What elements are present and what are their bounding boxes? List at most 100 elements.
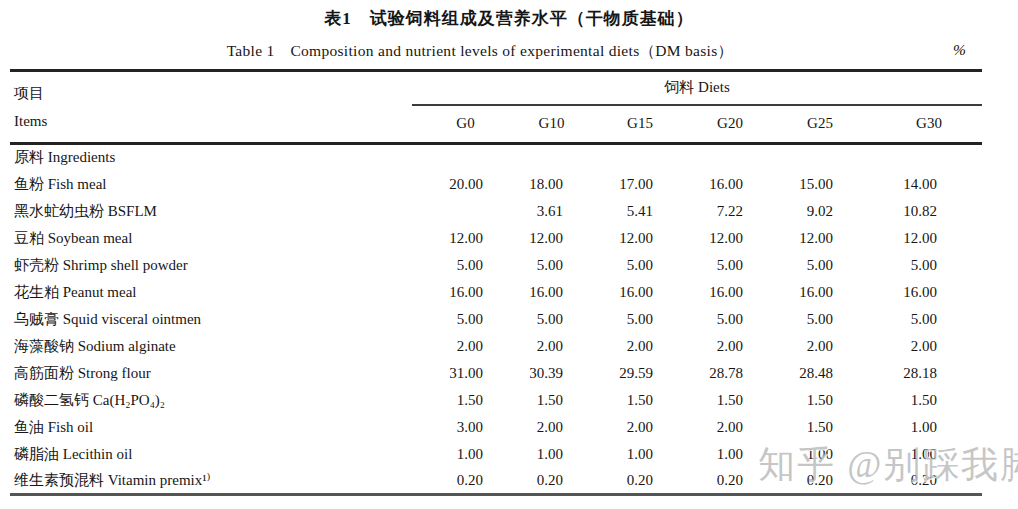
value-cell <box>584 144 674 171</box>
value-cell: 2.00 <box>854 333 982 360</box>
ingredient-label: 乌贼膏 Squid visceral ointmen <box>10 306 412 333</box>
value-cell: 20.00 <box>412 171 497 198</box>
ingredient-label: 黑水虻幼虫粉 BSFLM <box>10 198 412 225</box>
value-cell: 12.00 <box>584 225 674 252</box>
value-cell: 16.00 <box>674 279 764 306</box>
table-row: 豆粕 Soybean meal 12.00 12.00 12.00 12.00 … <box>10 225 982 252</box>
value-cell: 5.00 <box>674 252 764 279</box>
value-cell: 1.50 <box>674 387 764 414</box>
value-cell: 1.00 <box>674 441 764 468</box>
value-cell: 2.00 <box>674 333 764 360</box>
value-cell: 0.20 <box>674 468 764 495</box>
value-cell <box>497 144 584 171</box>
value-cell: 5.00 <box>764 306 854 333</box>
diet-column-header: G30 <box>854 105 982 144</box>
value-cell: 5.00 <box>497 306 584 333</box>
value-cell: 1.50 <box>497 387 584 414</box>
value-cell: 5.00 <box>674 306 764 333</box>
value-cell: 5.00 <box>854 306 982 333</box>
value-cell <box>412 144 497 171</box>
table-row: 虾壳粉 Shrimp shell powder 5.00 5.00 5.00 5… <box>10 252 982 279</box>
value-cell: 12.00 <box>854 225 982 252</box>
paper-page: 表1 试验饲料组成及营养水平（干物质基础） Table 1 Compositio… <box>0 0 1018 509</box>
value-cell: 14.00 <box>854 171 982 198</box>
ingredient-label: 维生素预混料 Vitamin premix¹⁾ <box>10 468 412 495</box>
value-cell: 5.00 <box>764 252 854 279</box>
value-cell: 12.00 <box>497 225 584 252</box>
value-cell <box>764 144 854 171</box>
value-cell: 0.20 <box>412 468 497 495</box>
ingredient-section-label: 原料 Ingredients <box>10 144 412 171</box>
value-cell: 0.20 <box>497 468 584 495</box>
value-cell: 1.50 <box>764 414 854 441</box>
table-row: 海藻酸钠 Sodium alginate 2.00 2.00 2.00 2.00… <box>10 333 982 360</box>
value-cell: 0.20 <box>584 468 674 495</box>
value-cell: 12.00 <box>412 225 497 252</box>
value-cell: 0.20 <box>854 468 982 495</box>
diet-column-header: G15 <box>584 105 674 144</box>
diet-column-header: G0 <box>412 105 497 144</box>
ingredient-label: 虾壳粉 Shrimp shell powder <box>10 252 412 279</box>
value-cell: 2.00 <box>497 414 584 441</box>
table-row: 维生素预混料 Vitamin premix¹⁾ 0.20 0.20 0.20 0… <box>10 468 982 495</box>
diet-column-header: G10 <box>497 105 584 144</box>
value-cell: 16.00 <box>764 279 854 306</box>
value-cell: 1.00 <box>854 414 982 441</box>
value-cell: 1.00 <box>412 441 497 468</box>
value-cell: 5.00 <box>412 252 497 279</box>
table-row: 高筋面粉 Strong flour 31.00 30.39 29.59 28.7… <box>10 360 982 387</box>
items-header: 项目 Items <box>10 71 412 144</box>
value-cell <box>854 144 982 171</box>
value-cell: 2.00 <box>497 333 584 360</box>
table-title-en: Table 1 Composition and nutrient levels … <box>0 41 960 62</box>
value-cell: 2.00 <box>584 414 674 441</box>
table-row: 磷酸二氢钙 Ca(H₂PO₄)₂ 1.50 1.50 1.50 1.50 1.5… <box>10 387 982 414</box>
value-cell: 1.50 <box>584 387 674 414</box>
header-row-group: 项目 Items 饲料 Diets <box>10 71 982 105</box>
table-row: 黑水虻幼虫粉 BSFLM 3.61 5.41 7.22 9.02 10.82 <box>10 198 982 225</box>
table-row: 鱼粉 Fish meal 20.00 18.00 17.00 16.00 15.… <box>10 171 982 198</box>
value-cell: 28.18 <box>854 360 982 387</box>
value-cell: 12.00 <box>674 225 764 252</box>
value-cell: 28.48 <box>764 360 854 387</box>
ingredient-label: 海藻酸钠 Sodium alginate <box>10 333 412 360</box>
value-cell: 1.00 <box>497 441 584 468</box>
ingredient-label: 鱼油 Fish oil <box>10 414 412 441</box>
value-cell: 17.00 <box>584 171 674 198</box>
value-cell: 2.00 <box>674 414 764 441</box>
value-cell: 16.00 <box>584 279 674 306</box>
value-cell: 31.00 <box>412 360 497 387</box>
table-row: 原料 Ingredients <box>10 144 982 171</box>
value-cell: 5.00 <box>497 252 584 279</box>
value-cell: 1.00 <box>854 441 982 468</box>
table-row: 乌贼膏 Squid visceral ointmen 5.00 5.00 5.0… <box>10 306 982 333</box>
value-cell: 5.00 <box>854 252 982 279</box>
value-cell: 29.59 <box>584 360 674 387</box>
value-cell: 16.00 <box>412 279 497 306</box>
diets-group-header: 饲料 Diets <box>412 71 982 105</box>
value-cell <box>412 198 497 225</box>
value-cell: 16.00 <box>497 279 584 306</box>
value-cell: 28.78 <box>674 360 764 387</box>
ingredient-label: 磷酸二氢钙 Ca(H₂PO₄)₂ <box>10 387 412 414</box>
value-cell: 18.00 <box>497 171 584 198</box>
value-cell: 1.00 <box>764 441 854 468</box>
value-cell: 15.00 <box>764 171 854 198</box>
value-cell: 5.41 <box>584 198 674 225</box>
items-header-en: Items <box>14 107 412 135</box>
value-cell: 1.50 <box>854 387 982 414</box>
value-cell: 2.00 <box>764 333 854 360</box>
value-cell: 1.00 <box>584 441 674 468</box>
diet-composition-table: 项目 Items 饲料 Diets G0 G10 G15 G20 G25 G30… <box>10 69 982 496</box>
value-cell: 3.00 <box>412 414 497 441</box>
value-cell: 5.00 <box>412 306 497 333</box>
value-cell: 16.00 <box>674 171 764 198</box>
ingredient-label: 鱼粉 Fish meal <box>10 171 412 198</box>
ingredient-label: 磷脂油 Lecithin oil <box>10 441 412 468</box>
items-header-zh: 项目 <box>14 79 412 107</box>
value-cell: 9.02 <box>764 198 854 225</box>
value-cell: 30.39 <box>497 360 584 387</box>
table-row: 鱼油 Fish oil 3.00 2.00 2.00 2.00 1.50 1.0… <box>10 414 982 441</box>
value-cell: 10.82 <box>854 198 982 225</box>
ingredient-label: 高筋面粉 Strong flour <box>10 360 412 387</box>
